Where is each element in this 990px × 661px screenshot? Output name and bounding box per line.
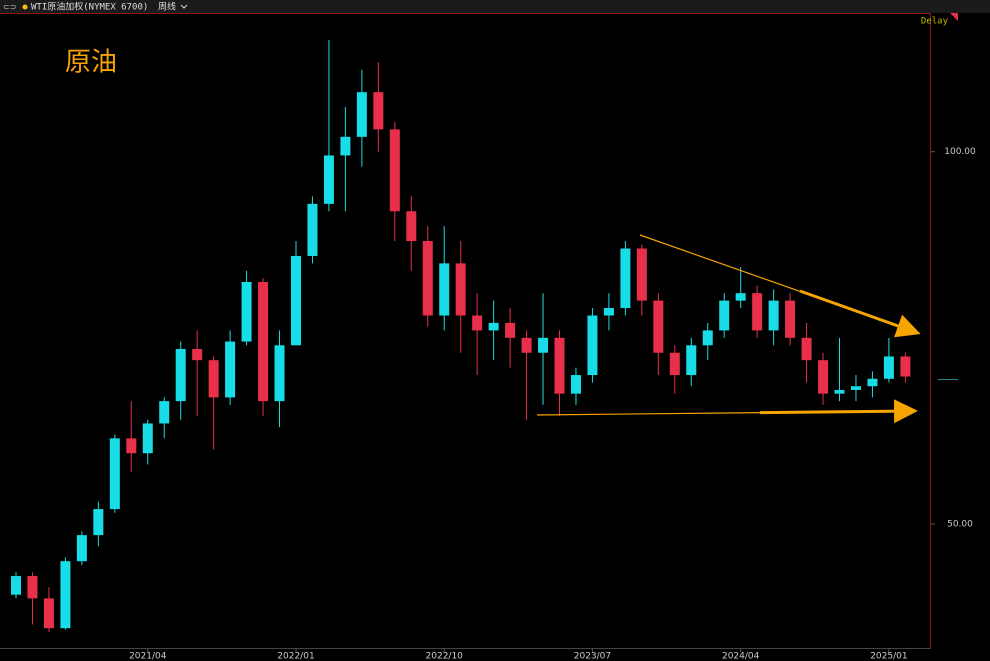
instrument[interactable]: WTI原油加权(NYMEX 6700) xyxy=(31,1,148,13)
y-tick-label: 50.00 xyxy=(947,519,973,529)
candle-body xyxy=(735,293,746,301)
candle-body xyxy=(752,293,763,331)
candle-body xyxy=(175,349,186,402)
candle-body xyxy=(719,300,730,331)
candle-body xyxy=(323,155,334,204)
candle-body xyxy=(603,308,614,316)
candle-body xyxy=(290,255,301,346)
candle-body xyxy=(142,423,153,454)
candle-body xyxy=(850,386,861,390)
candle-body xyxy=(587,315,598,376)
candle-body xyxy=(27,576,38,599)
candle-body xyxy=(636,248,647,301)
candle-body xyxy=(521,337,532,353)
corner-flag xyxy=(950,13,958,21)
candle-body xyxy=(570,375,581,394)
candle-body xyxy=(867,378,878,387)
candle-body xyxy=(883,356,894,379)
x-tick-label: 2023/07 xyxy=(574,652,611,661)
menu-icon[interactable]: ⊂⊃ xyxy=(3,3,16,12)
candle-body xyxy=(505,322,516,338)
candle-body xyxy=(93,509,104,536)
status-dot xyxy=(22,4,28,10)
period[interactable]: 周线 xyxy=(158,1,176,13)
delay-label: Delay xyxy=(921,17,949,27)
candle-body xyxy=(439,263,450,316)
candle-body xyxy=(373,92,384,130)
candle-body xyxy=(768,300,779,331)
candle-body xyxy=(60,561,71,629)
candle-body xyxy=(702,330,713,346)
candle-body xyxy=(192,349,203,361)
candle-body xyxy=(488,322,499,331)
trend-arrow xyxy=(799,289,921,338)
candle-body xyxy=(274,345,285,402)
candle-body xyxy=(159,401,170,424)
x-tick-label: 2022/10 xyxy=(426,652,464,661)
candle-body xyxy=(801,337,812,361)
y-tick-label: 100.00 xyxy=(944,147,976,157)
candle-body xyxy=(686,345,697,376)
candle-body xyxy=(669,352,680,376)
candle-body xyxy=(406,211,417,242)
top-bar xyxy=(0,0,990,13)
candle-body xyxy=(126,438,137,454)
x-tick-label: 2025/01 xyxy=(870,652,907,661)
x-tick-label: 2022/01 xyxy=(277,652,314,661)
candle-body xyxy=(340,136,351,156)
candle-body xyxy=(422,241,433,316)
candle-body xyxy=(208,360,219,398)
x-tick-label: 2021/04 xyxy=(129,652,167,661)
candle-body xyxy=(109,438,120,510)
candle-body xyxy=(900,356,911,377)
chart-title: 原油 xyxy=(65,48,117,78)
candle-body xyxy=(241,282,252,342)
candle-body xyxy=(554,337,565,394)
candle-body xyxy=(356,92,367,137)
candle-body xyxy=(225,341,236,398)
dropdown-icon[interactable] xyxy=(180,4,188,9)
candle-body xyxy=(455,263,466,316)
candle-body xyxy=(43,598,54,629)
candle-body xyxy=(653,300,664,353)
x-tick-label: 2024/04 xyxy=(722,652,760,661)
candle-body xyxy=(76,535,87,562)
candle-body xyxy=(258,282,269,402)
candle-body xyxy=(818,360,829,394)
candle-body xyxy=(785,300,796,338)
candle-body xyxy=(472,315,483,331)
candle-body xyxy=(620,248,631,309)
candle-body xyxy=(307,203,318,256)
candle-body xyxy=(834,389,845,394)
candle-body xyxy=(389,129,400,212)
trend-arrow xyxy=(759,399,918,424)
candle-body xyxy=(11,576,21,595)
candle-body xyxy=(538,337,549,353)
